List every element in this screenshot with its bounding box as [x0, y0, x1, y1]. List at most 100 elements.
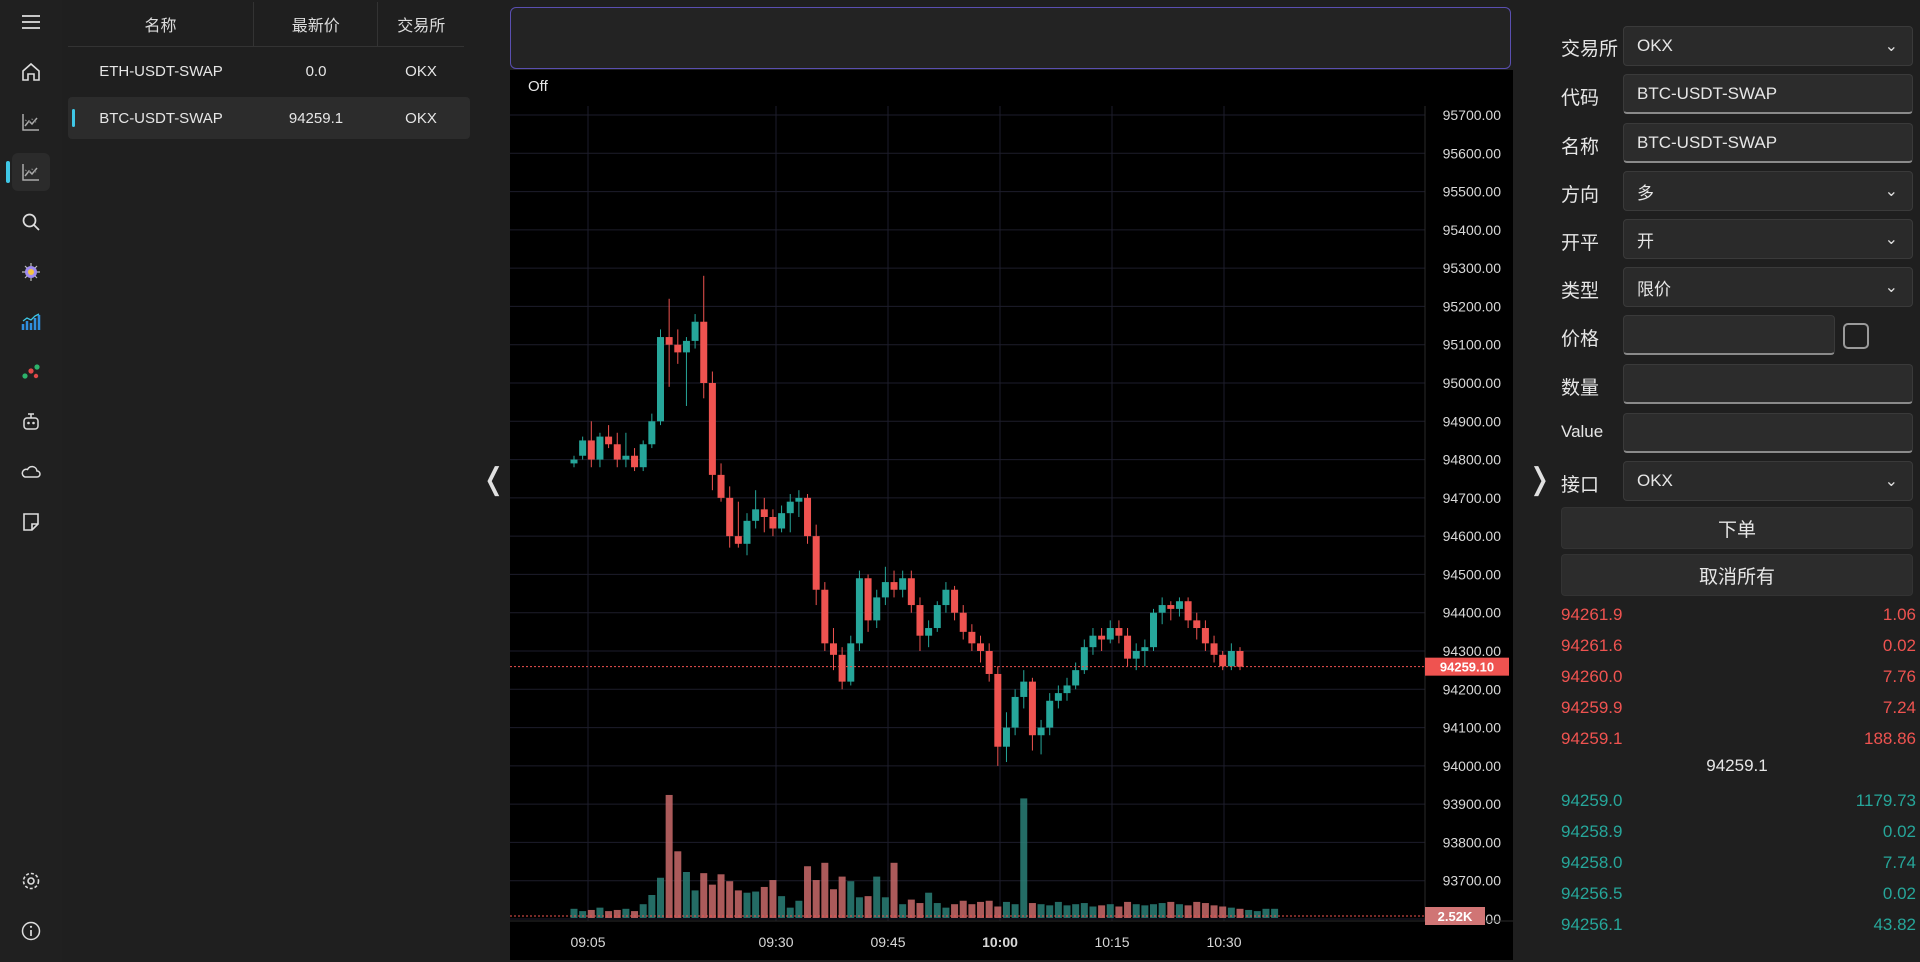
- ask-size: 7.76: [1882, 667, 1916, 686]
- robot-icon[interactable]: [12, 403, 50, 441]
- ask-row[interactable]: 94259.9 7.24: [1561, 694, 1916, 722]
- watchlist-row-btc[interactable]: BTC-USDT-SWAP 94259.1 OKX: [68, 97, 470, 139]
- volume-bar: [778, 896, 786, 918]
- send-order-button[interactable]: 下单: [1561, 507, 1913, 549]
- volume-bar: [1253, 911, 1261, 918]
- volume-bar: [726, 881, 734, 918]
- candle-body: [743, 520, 751, 544]
- symbol-label: 代码: [1561, 88, 1600, 109]
- trading-chart-icon[interactable]: [12, 153, 50, 191]
- volume-input[interactable]: [1623, 364, 1913, 404]
- volume-bar: [786, 907, 794, 918]
- volume-bar: [1158, 903, 1166, 918]
- bid-price: 94256.5: [1561, 884, 1623, 903]
- candle-body: [942, 589, 950, 606]
- offset-select[interactable]: 开 ⌄: [1623, 219, 1913, 259]
- x-tick-label: 09:05: [570, 934, 605, 950]
- bar-chart-icon[interactable]: [12, 303, 50, 341]
- candlestick-chart[interactable]: 95700.00 95600.00 95500.00 95400.00 95300.00…: [510, 70, 1513, 960]
- name-field[interactable]: BTC-USDT-SWAP: [1623, 123, 1913, 163]
- bid-row[interactable]: 94258.9 0.02: [1561, 818, 1916, 846]
- direction-label: 方向: [1561, 185, 1600, 206]
- menu-icon[interactable]: [12, 3, 50, 41]
- column-header-exchange[interactable]: 交易所: [397, 18, 446, 35]
- volume-bar: [899, 904, 907, 918]
- chart-icon[interactable]: [12, 103, 50, 141]
- exchange-select[interactable]: OKX ⌄: [1623, 26, 1913, 66]
- candle-body: [933, 605, 941, 629]
- order-type-select[interactable]: 限价 ⌄: [1623, 267, 1913, 307]
- candle-body: [977, 643, 985, 651]
- candle-body: [1236, 651, 1244, 667]
- watchlist-row-eth[interactable]: ETH-USDT-SWAP 0.0 OKX: [68, 50, 470, 92]
- value-input[interactable]: [1623, 413, 1913, 453]
- collapse-right-icon[interactable]: ❭: [1527, 463, 1553, 496]
- bid-row[interactable]: 94258.0 7.74: [1561, 849, 1916, 877]
- collapse-left-icon[interactable]: ❬: [481, 463, 507, 496]
- x-tick-label: 10:30: [1206, 934, 1241, 950]
- candle-body: [622, 455, 630, 460]
- search-icon[interactable]: [12, 203, 50, 241]
- volume-bar: [985, 900, 993, 918]
- chart-canvas[interactable]: 95700.00 95600.00 95500.00 95400.00 95300.00…: [510, 70, 1513, 960]
- volume-bar: [1020, 798, 1028, 918]
- cloud-icon[interactable]: [12, 453, 50, 491]
- bid-price: 94258.0: [1561, 853, 1623, 872]
- ask-row[interactable]: 94261.9 1.06: [1561, 601, 1916, 629]
- scatter-icon[interactable]: [12, 353, 50, 391]
- ask-row[interactable]: 94260.0 7.76: [1561, 663, 1916, 691]
- volume-bar: [682, 872, 690, 918]
- volume-bar: [579, 911, 587, 918]
- candle-body: [1002, 727, 1010, 747]
- ask-price: 94259.1: [1561, 729, 1623, 748]
- bid-row[interactable]: 94259.0 1179.73: [1561, 787, 1916, 815]
- nav-rail: [0, 0, 63, 962]
- volume-bar: [691, 890, 699, 918]
- ask-row[interactable]: 94261.6 0.02: [1561, 632, 1916, 660]
- candle-body: [656, 337, 664, 422]
- candle-body: [1115, 628, 1123, 636]
- bid-row[interactable]: 94256.1 43.82: [1561, 911, 1916, 939]
- chevron-down-icon: ⌄: [1884, 279, 1898, 296]
- volume-bar: [959, 900, 967, 918]
- volume-bar: [890, 862, 898, 918]
- candle-body: [864, 578, 872, 621]
- crosshair-mode-label[interactable]: Off: [528, 78, 548, 95]
- direction-select[interactable]: 多 ⌄: [1623, 171, 1913, 211]
- candle-body: [829, 643, 837, 655]
- y-tick-label: 94000.00: [1443, 758, 1502, 774]
- volume-bar: [804, 866, 812, 918]
- volume-bar: [656, 877, 664, 918]
- volume-bar: [907, 899, 915, 918]
- ask-row[interactable]: 94259.1 188.86: [1561, 725, 1916, 753]
- candle-body: [613, 444, 621, 460]
- column-header-price[interactable]: 最新价: [254, 2, 379, 46]
- gateway-select[interactable]: OKX ⌄: [1623, 461, 1913, 501]
- cancel-all-button[interactable]: 取消所有: [1561, 554, 1913, 596]
- info-icon[interactable]: [12, 912, 50, 950]
- column-header-name[interactable]: 名称: [68, 2, 255, 46]
- volume-bar: [1115, 906, 1123, 918]
- home-icon[interactable]: [12, 53, 50, 91]
- price-input[interactable]: [1623, 315, 1835, 355]
- ask-size: 1.06: [1882, 605, 1916, 624]
- y-tick-label: 95000.00: [1443, 375, 1502, 391]
- candle-body: [1098, 635, 1106, 640]
- note-icon[interactable]: [12, 503, 50, 541]
- exchange-label: 交易所: [1561, 39, 1619, 60]
- price-checkbox[interactable]: [1843, 323, 1869, 349]
- volume-bar: [1271, 908, 1279, 918]
- bid-row[interactable]: 94256.5 0.02: [1561, 880, 1916, 908]
- symbol-field[interactable]: BTC-USDT-SWAP: [1623, 74, 1913, 114]
- volume-tag: [1425, 907, 1485, 925]
- chart-toolbar-box[interactable]: [510, 7, 1511, 69]
- volume-bar: [847, 881, 855, 918]
- selected-indicator: [72, 109, 75, 127]
- volume-bar: [1175, 904, 1183, 918]
- candle-body: [1020, 681, 1028, 697]
- strategy-icon[interactable]: [12, 253, 50, 291]
- y-tick-label: 95200.00: [1443, 298, 1502, 314]
- candle-body: [674, 344, 682, 353]
- candle-body: [1167, 605, 1175, 609]
- gear-icon[interactable]: [12, 862, 50, 900]
